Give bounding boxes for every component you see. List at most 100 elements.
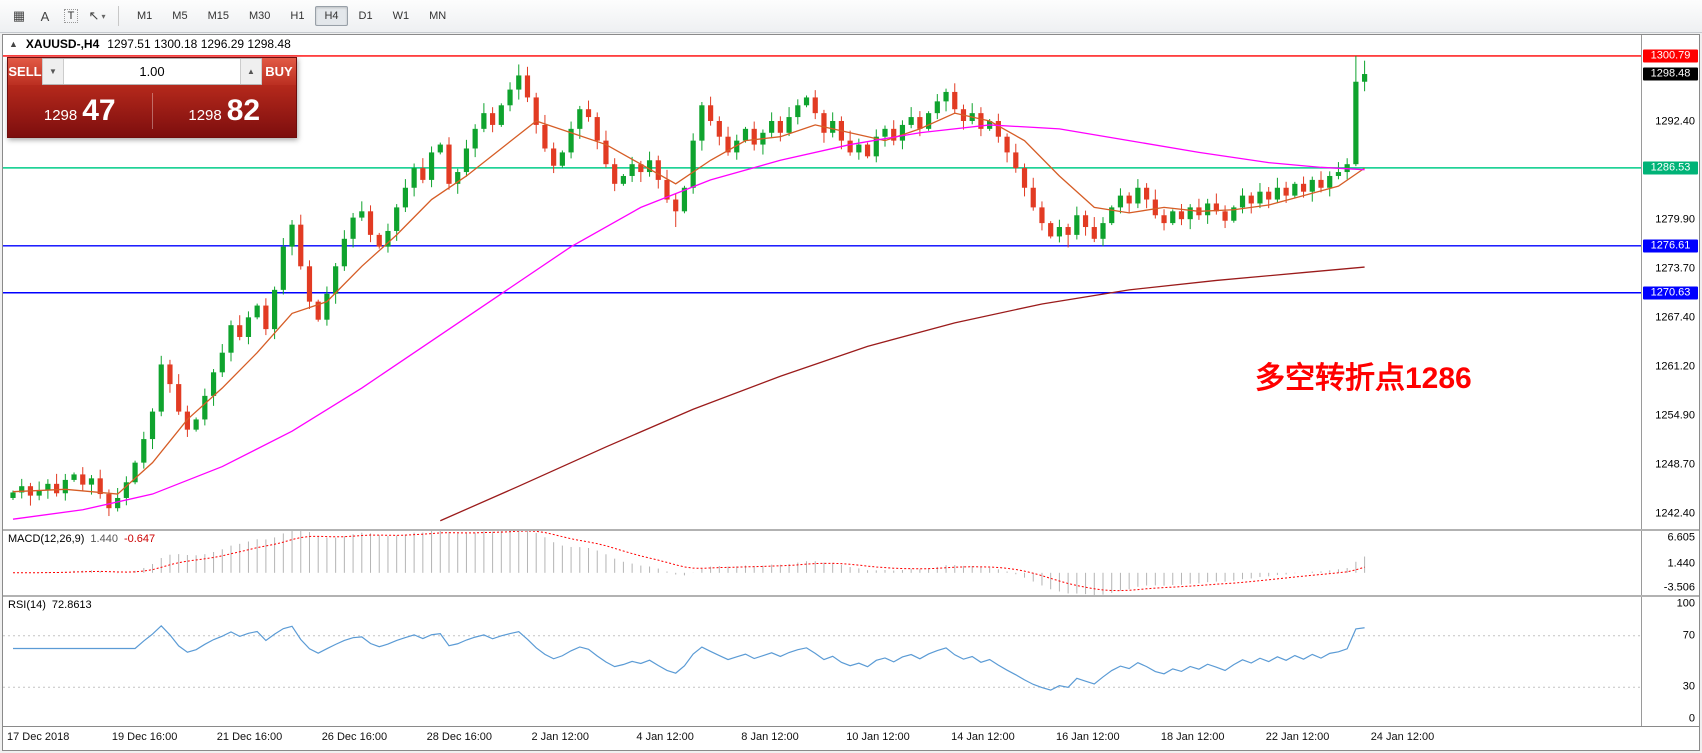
symbol-ohlc-title: ▲ XAUUSD-,H4 1297.51 1300.18 1296.29 129… [9, 37, 291, 51]
ask-price-display[interactable]: 1298 82 [153, 96, 297, 126]
timeframe-w1[interactable]: W1 [392, 10, 410, 22]
symbol-timeframe: XAUUSD-,H4 [25, 37, 100, 51]
timeframe-m30[interactable]: M30 [248, 10, 271, 22]
price-tick: 1261.20 [1655, 360, 1695, 373]
rsi-label: RSI(14) 72.8613 [8, 599, 92, 611]
price-tick: 1248.70 [1655, 458, 1695, 471]
time-axis-label: 4 Jan 12:00 [636, 731, 694, 743]
time-axis-label: 16 Jan 12:00 [1056, 731, 1120, 743]
rsi-tick: 30 [1682, 680, 1695, 693]
rsi-tick: 0 [1688, 712, 1695, 725]
text-label-icon: A [40, 8, 50, 24]
chart-annotation[interactable]: 多空转折点1286 [1255, 362, 1472, 395]
price-label-1298.48: 1298.48 [1643, 67, 1698, 81]
rsi-axis: 100 70 30 0 [1641, 597, 1699, 726]
macd-signal-value: -0.647 [123, 533, 156, 545]
timeframe-m15[interactable]: M15 [207, 10, 229, 22]
time-axis[interactable]: 17 Dec 2018 19 Dec 16:00 21 Dec 16:00 26 De… [3, 726, 1699, 750]
rsi-value: 72.8613 [51, 599, 92, 611]
dropdown-caret-icon: ▾ [101, 11, 106, 21]
rsi-line [13, 624, 1365, 691]
text-frame-icon: T [63, 9, 79, 23]
macd-label: MACD(12,26,9) 1.440 -0.647 [8, 533, 155, 545]
volume-up-button[interactable]: ▲ [240, 59, 262, 84]
bid-ask-display: 1298 47 1298 82 [8, 85, 296, 137]
price-label-1276.61: 1276.61 [1643, 239, 1698, 253]
price-label-1300.79: 1300.79 [1643, 49, 1698, 63]
macd-panel: MACD(12,26,9) 1.440 -0.647 6.605 1.440 -3.… [3, 529, 1699, 595]
arrow-tools-icon[interactable]: ↖ ▾ [84, 4, 110, 28]
time-axis-label: 14 Jan 12:00 [951, 731, 1015, 743]
grid-icon: ▦ [12, 8, 26, 23]
rsi-tick: 100 [1676, 597, 1695, 610]
caret-up-icon: ▲ [247, 67, 255, 76]
ma-fast-line [12, 112, 1365, 495]
price-tick: 1292.40 [1655, 115, 1695, 128]
candlestick-chart[interactable]: ▲ XAUUSD-,H4 1297.51 1300.18 1296.29 129… [3, 35, 1641, 529]
timeframe-d1[interactable]: D1 [358, 10, 373, 22]
ma-slow-line [440, 266, 1365, 522]
candles-layer [3, 55, 1641, 522]
time-axis-label: 21 Dec 16:00 [216, 731, 283, 743]
time-axis-label: 24 Jan 12:00 [1370, 731, 1435, 743]
timeframe-h4[interactable]: H4 [315, 6, 348, 26]
one-click-trade-panel: SELL ▼ ▲ BUY 1298 47 [7, 57, 297, 138]
macd-tick: 1.440 [1667, 557, 1695, 570]
toolbar-separator [118, 6, 119, 26]
time-axis-label: 2 Jan 12:00 [531, 731, 590, 743]
macd-indicator[interactable]: MACD(12,26,9) 1.440 -0.647 [3, 531, 1641, 595]
bid-big-digits: 47 [82, 94, 116, 127]
time-axis-label: 17 Dec 2018 [7, 731, 70, 743]
macd-tick: -3.506 [1663, 581, 1695, 594]
grid-icon[interactable]: ▦ [6, 4, 32, 28]
ma-mid-line [12, 124, 1365, 520]
macd-name: MACD(12,26,9) [8, 533, 85, 545]
macd-layer [12, 531, 1366, 595]
volume-spinner: ▼ ▲ [42, 58, 262, 85]
macd-signal-line [12, 531, 1365, 592]
ask-big-digits: 82 [226, 94, 261, 127]
price-label-1270.63: 1270.63 [1643, 286, 1698, 300]
time-axis-label: 19 Dec 16:00 [111, 731, 178, 743]
rsi-name: RSI(14) [8, 599, 46, 611]
timeframe-m5[interactable]: M5 [172, 10, 188, 22]
timeframe-mn[interactable]: MN [429, 10, 447, 22]
bid-price-display[interactable]: 1298 47 [8, 96, 152, 126]
rsi-panel: RSI(14) 72.8613 100 70 30 0 [3, 595, 1699, 726]
volume-down-button[interactable]: ▼ [42, 59, 64, 84]
rsi-tick: 70 [1682, 629, 1695, 642]
trade-controls-row: SELL ▼ ▲ BUY [8, 58, 296, 85]
symbol-arrow-icon: ▲ [9, 39, 18, 49]
price-tick: 1279.90 [1655, 213, 1695, 226]
macd-axis: 6.605 1.440 -3.506 [1641, 531, 1699, 595]
text-label-icon[interactable]: A [32, 4, 58, 28]
rsi-indicator[interactable]: RSI(14) 72.8613 [3, 597, 1641, 726]
timeframe-group: M1 M5 M15 M30 H1 H4 D1 W1 MN [127, 6, 456, 26]
price-label-1286.53: 1286.53 [1643, 161, 1698, 175]
macd-main-value: 1.440 [90, 533, 118, 545]
time-axis-label: 22 Jan 12:00 [1265, 731, 1330, 743]
arrow-tools-icon: ↖ [88, 8, 100, 23]
price-tick: 1273.70 [1655, 262, 1695, 275]
bid-main-digits: 1298 [43, 107, 78, 124]
volume-input[interactable] [64, 59, 240, 84]
chart-window: ▲ XAUUSD-,H4 1297.51 1300.18 1296.29 129… [2, 34, 1700, 751]
time-axis-label: 26 Dec 16:00 [321, 731, 388, 743]
price-axis[interactable]: 1292.40 1279.90 1273.70 1267.40 1261.20 1254.… [1641, 35, 1699, 529]
timeframe-h1[interactable]: H1 [290, 10, 305, 22]
time-axis-label: 10 Jan 12:00 [846, 731, 910, 743]
time-axis-label: 28 Dec 16:00 [426, 731, 493, 743]
price-tick: 1242.40 [1655, 507, 1695, 520]
drawing-tools-group: ▦ A T ↖ ▾ [6, 4, 110, 28]
caret-down-icon: ▼ [49, 67, 57, 76]
sell-button[interactable]: SELL [8, 58, 42, 85]
macd-tick: 6.605 [1667, 531, 1695, 544]
main-chart-panel: ▲ XAUUSD-,H4 1297.51 1300.18 1296.29 129… [3, 35, 1699, 529]
time-axis-label: 18 Jan 12:00 [1160, 731, 1225, 743]
text-frame-icon[interactable]: T [58, 4, 84, 28]
timeframe-m1[interactable]: M1 [137, 10, 153, 22]
price-tick: 1254.90 [1655, 409, 1695, 422]
buy-button[interactable]: BUY [262, 58, 296, 85]
rsi-layer [3, 624, 1641, 691]
